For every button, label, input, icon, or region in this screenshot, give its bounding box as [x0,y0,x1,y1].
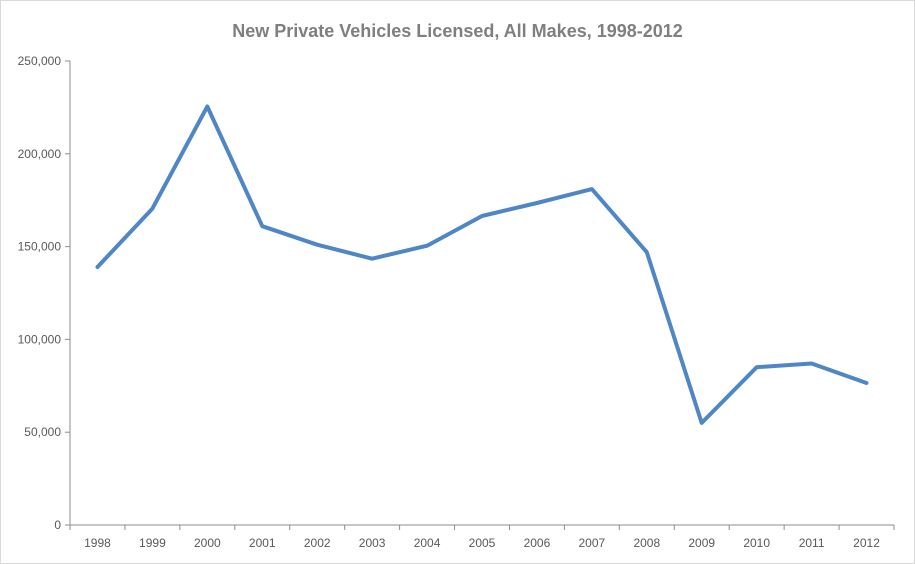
x-tick-label: 2001 [249,536,276,550]
x-tick-label: 2007 [579,536,606,550]
y-tick-label: 50,000 [24,425,61,439]
y-tick-label: 0 [54,518,61,532]
x-tick-label: 2000 [194,536,221,550]
y-tick-label: 200,000 [18,147,62,161]
y-tick-label: 100,000 [18,332,62,346]
chart-title: New Private Vehicles Licensed, All Makes… [232,21,683,41]
y-tick-label: 250,000 [18,54,62,68]
x-tick-label: 2004 [414,536,441,550]
x-tick-label: 2008 [633,536,660,550]
x-tick-label: 2009 [688,536,715,550]
y-tick-label: 150,000 [18,240,62,254]
x-tick-label: 2012 [853,536,880,550]
series-line [95,104,869,425]
x-tick-label: 1998 [84,536,111,550]
x-tick-label: 2011 [799,536,825,550]
x-tick-label: 2002 [304,536,331,550]
x-tick-label: 2005 [469,536,496,550]
x-tick-label: 2006 [524,536,551,550]
x-tick-label: 1999 [139,536,166,550]
x-tick-label: 2010 [743,536,770,550]
x-tick-label: 2003 [359,536,386,550]
